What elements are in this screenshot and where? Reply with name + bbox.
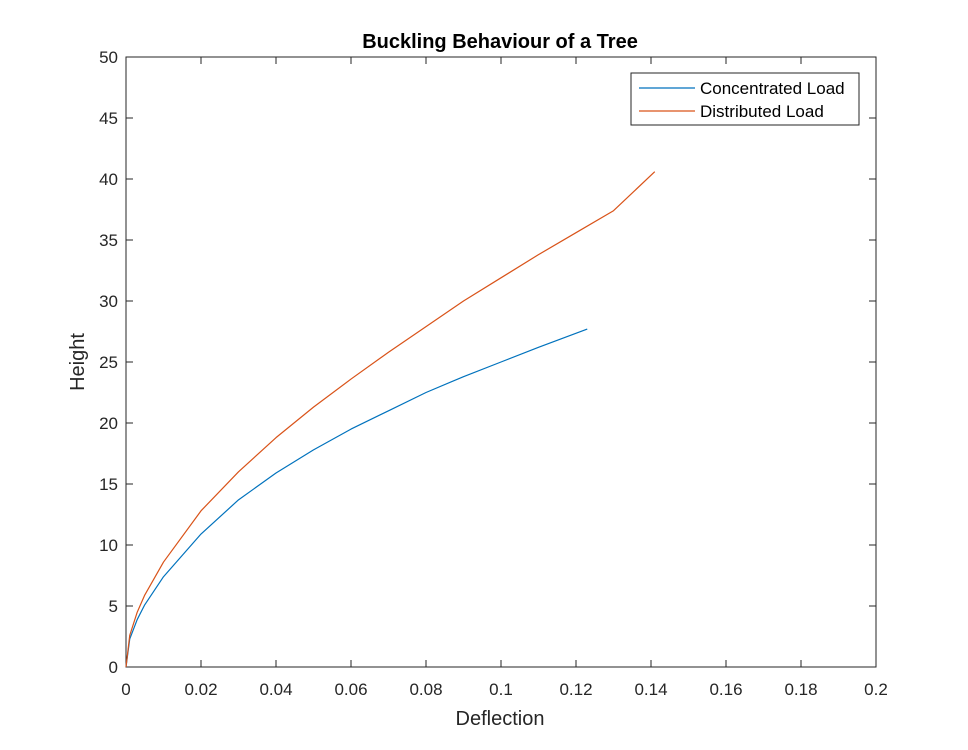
y-tick-label: 35 <box>99 231 118 250</box>
series-line-distributed-load <box>125 171 656 668</box>
x-tick-label: 0.12 <box>559 680 592 699</box>
x-tick-label: 0.14 <box>634 680 667 699</box>
chart-title: Buckling Behaviour of a Tree <box>362 31 638 53</box>
legend-label: Concentrated Load <box>700 79 845 98</box>
series-layer <box>125 171 656 668</box>
y-tick-label: 10 <box>99 536 118 555</box>
x-tick-label: 0.04 <box>259 680 292 699</box>
legend: Concentrated Load Distributed Load <box>630 72 860 126</box>
y-tick-label: 25 <box>99 353 118 372</box>
legend-label: Distributed Load <box>700 102 824 121</box>
x-tick-label: 0.02 <box>184 680 217 699</box>
x-axis-title: Deflection <box>456 708 545 730</box>
y-tick-label: 45 <box>99 109 118 128</box>
y-tick-label: 30 <box>99 292 118 311</box>
x-tick-label: 0 <box>121 680 130 699</box>
x-tick-label: 0.1 <box>489 680 513 699</box>
series-line-concentrated-load <box>125 328 588 668</box>
x-tick-label: 0.16 <box>709 680 742 699</box>
x-tick-label: 0.2 <box>864 680 888 699</box>
y-tick-label: 5 <box>109 597 118 616</box>
y-tick-label: 50 <box>99 48 118 67</box>
x-tick-label: 0.08 <box>409 680 442 699</box>
x-tick-label: 0.18 <box>784 680 817 699</box>
y-axis-title: Height <box>67 333 89 391</box>
y-tick-label: 40 <box>99 170 118 189</box>
y-tick-label: 15 <box>99 475 118 494</box>
y-tick-label: 0 <box>109 658 118 677</box>
axes: 0 0.02 0.04 0.06 0.08 0.1 0.12 0.14 0.16 0.18 0.2 0… <box>99 48 888 699</box>
y-tick-label: 20 <box>99 414 118 433</box>
x-tick-label: 0.06 <box>334 680 367 699</box>
legend-box <box>630 72 860 126</box>
